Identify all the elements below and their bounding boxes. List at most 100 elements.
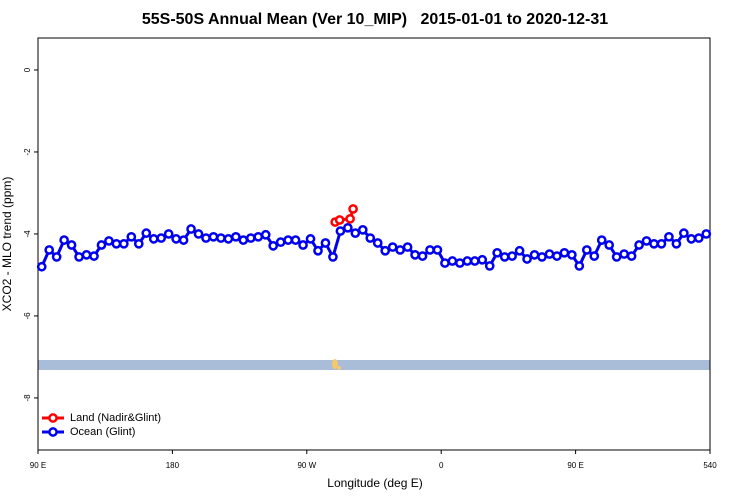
- point: [36, 261, 47, 272]
- point: [529, 250, 540, 260]
- point: [649, 238, 659, 249]
- point: [104, 236, 114, 246]
- point: [186, 224, 196, 234]
- point: [626, 251, 637, 261]
- chart-title: 55S-50S Annual Mean (Ver 10_MIP) 2015-01…: [142, 11, 608, 28]
- point: [201, 233, 211, 243]
- point: [499, 252, 510, 262]
- point: [171, 234, 181, 244]
- legend-label: Ocean (Glint): [70, 426, 135, 438]
- point: [552, 251, 562, 261]
- point: [671, 238, 682, 249]
- point: [305, 234, 316, 244]
- point: [290, 235, 301, 245]
- land-mask-spot: [332, 359, 338, 369]
- point: [74, 252, 84, 262]
- y-tick-label: -2: [23, 148, 32, 156]
- point: [574, 261, 585, 271]
- point: [462, 256, 473, 266]
- land-mask-strip: [38, 360, 710, 370]
- x-tick-label: 90 W: [297, 461, 316, 470]
- point: [59, 235, 69, 245]
- point: [402, 242, 413, 252]
- point: [559, 247, 570, 258]
- point: [343, 222, 353, 233]
- x-tick-label: 90 E: [567, 461, 583, 470]
- point: [410, 250, 420, 260]
- plot-frame: [37, 37, 711, 451]
- point: [334, 215, 345, 225]
- point: [89, 251, 99, 261]
- point: [537, 252, 547, 262]
- point: [275, 237, 286, 248]
- point: [133, 238, 144, 249]
- point: [417, 251, 428, 261]
- point: [693, 233, 704, 243]
- x-axis-label: Longitude (deg E): [327, 476, 422, 490]
- point: [432, 245, 443, 255]
- point: [619, 249, 629, 259]
- point: [514, 245, 525, 256]
- point: [387, 242, 398, 252]
- x-tick-label: 180: [166, 461, 180, 470]
- point: [156, 233, 167, 243]
- y-tick-label: -8: [23, 394, 32, 402]
- point: [522, 254, 532, 264]
- point: [440, 258, 450, 268]
- point: [567, 250, 577, 260]
- point: [348, 204, 358, 214]
- point: [447, 256, 458, 266]
- point: [96, 240, 107, 250]
- point: [492, 247, 503, 258]
- y-axis-label: XCO2 - MLO trend (ppm): [0, 177, 14, 312]
- point: [372, 238, 383, 248]
- point: [81, 250, 92, 260]
- point: [589, 251, 600, 261]
- point: [664, 231, 674, 242]
- point: [425, 245, 435, 255]
- point: [320, 238, 331, 248]
- point: [51, 252, 62, 262]
- legend-label: Land (Nadir&Glint): [70, 412, 161, 424]
- point: [163, 229, 174, 239]
- land-mask-spot: [337, 366, 341, 370]
- point: [544, 249, 555, 259]
- point: [477, 254, 488, 265]
- point: [178, 235, 189, 245]
- point: [119, 238, 129, 249]
- point: [268, 240, 279, 251]
- point: [328, 252, 338, 262]
- legend-marker: [48, 413, 58, 423]
- point: [66, 240, 77, 250]
- point: [313, 245, 323, 256]
- point: [126, 231, 137, 242]
- point: [148, 234, 159, 244]
- point: [193, 229, 204, 239]
- point: [641, 236, 652, 246]
- legend-marker: [48, 427, 58, 437]
- point: [260, 229, 271, 240]
- point: [44, 245, 55, 255]
- point: [231, 231, 241, 242]
- point: [238, 235, 249, 245]
- point: [141, 228, 152, 238]
- point: [298, 240, 308, 250]
- point: [380, 245, 391, 256]
- point: [345, 213, 355, 224]
- y-tick-label: -6: [23, 312, 32, 320]
- point: [581, 245, 592, 255]
- point: [469, 256, 480, 266]
- point: [604, 240, 615, 250]
- y-tick-label: -4: [23, 230, 32, 238]
- y-tick-label: 0: [23, 67, 32, 72]
- point: [111, 238, 122, 249]
- point: [507, 251, 517, 261]
- x-tick-label: 90 E: [30, 461, 46, 470]
- point: [686, 234, 697, 244]
- point: [679, 228, 689, 238]
- point: [484, 261, 495, 271]
- point: [283, 235, 293, 245]
- point: [634, 240, 644, 250]
- point: [223, 234, 234, 244]
